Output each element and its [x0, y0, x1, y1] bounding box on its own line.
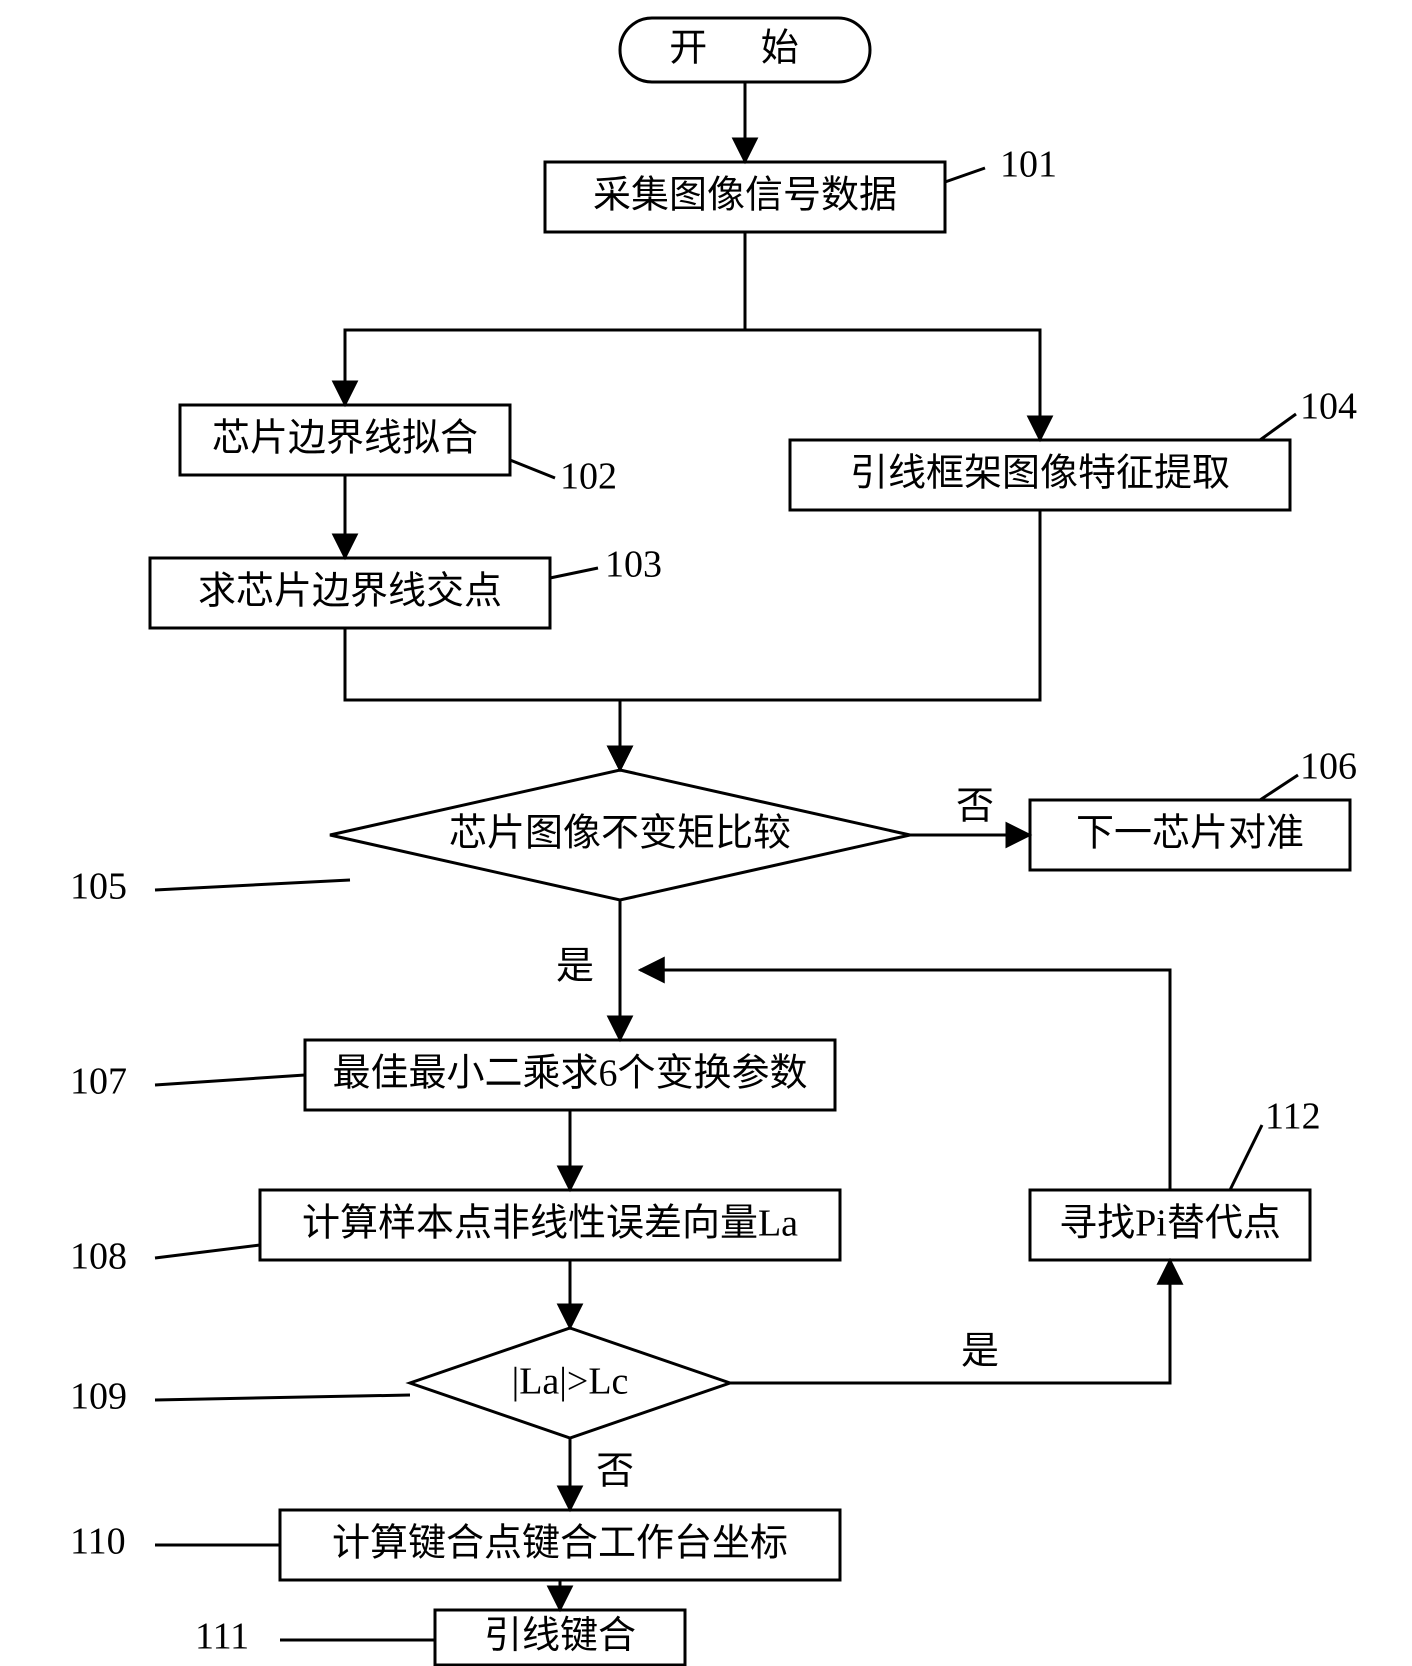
edge-1	[345, 232, 745, 405]
node-n110-label: 计算键合点键合工作台坐标	[332, 1523, 788, 1565]
node-n105-label: 芯片图像不变矩比较	[449, 813, 791, 855]
edge-2	[745, 232, 1040, 440]
edge-12-label: 否	[596, 1451, 634, 1493]
ref-101: 101	[1000, 144, 1057, 186]
node-n101: 采集图像信号数据	[545, 162, 945, 232]
node-n104-label: 引线框架图像特征提取	[850, 453, 1230, 495]
ref-106: 106	[1300, 746, 1357, 788]
node-n111-label: 引线键合	[484, 1615, 636, 1657]
node-n107-label: 最佳最小二乘求6个变换参数	[332, 1053, 807, 1095]
node-start: 开 始	[620, 18, 870, 82]
node-n101-label: 采集图像信号数据	[593, 175, 897, 217]
node-n109: |La|>Lc	[410, 1328, 730, 1438]
node-n105: 芯片图像不变矩比较	[330, 770, 910, 900]
ref-108: 108	[70, 1236, 127, 1278]
edge-5	[620, 510, 1040, 770]
ref-105: 105	[70, 866, 127, 908]
ref-102: 102	[560, 456, 617, 498]
node-n112: 寻找Pi替代点	[1030, 1190, 1310, 1260]
edge-7-label: 是	[556, 946, 594, 988]
node-n106-label: 下一芯片对准	[1076, 813, 1304, 855]
node-n108-label: 计算样本点非线性误差向量La	[302, 1203, 798, 1245]
node-n104: 引线框架图像特征提取	[790, 440, 1290, 510]
node-n106: 下一芯片对准	[1030, 800, 1350, 870]
edge-4	[345, 628, 620, 770]
edge-10	[730, 1260, 1170, 1383]
flowchart-canvas: 否是是否 开 始采集图像信号数据芯片边界线拟合引线框架图像特征提取求芯片边界线交…	[0, 0, 1412, 1666]
ref-107: 107	[70, 1061, 127, 1103]
node-n103: 求芯片边界线交点	[150, 558, 550, 628]
node-n111: 引线键合	[435, 1610, 685, 1665]
ref-109: 109	[70, 1376, 127, 1418]
ref-104: 104	[1300, 386, 1357, 428]
ref-112: 112	[1265, 1096, 1321, 1138]
node-n110: 计算键合点键合工作台坐标	[280, 1510, 840, 1580]
node-n102-label: 芯片边界线拟合	[212, 418, 478, 460]
ref-103: 103	[605, 544, 662, 586]
node-n112-label: 寻找Pi替代点	[1059, 1203, 1281, 1245]
edge-10-label: 是	[961, 1331, 999, 1373]
node-n108: 计算样本点非线性误差向量La	[260, 1190, 840, 1260]
node-n109-label: |La|>Lc	[512, 1361, 629, 1403]
ref-111: 111	[195, 1616, 249, 1658]
node-n103-label: 求芯片边界线交点	[198, 571, 502, 613]
node-start-label: 开 始	[669, 28, 821, 70]
node-n102: 芯片边界线拟合	[180, 405, 510, 475]
edge-6-label: 否	[956, 786, 994, 828]
ref-110: 110	[70, 1521, 126, 1563]
node-n107: 最佳最小二乘求6个变换参数	[305, 1040, 835, 1110]
